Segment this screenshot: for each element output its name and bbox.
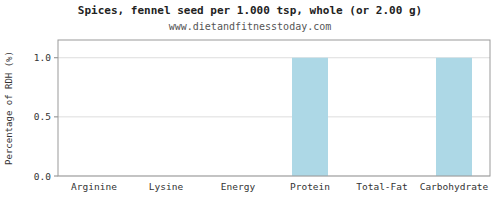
x-tick-label: Lysine (149, 181, 184, 192)
bars (292, 58, 472, 176)
y-axis: 0.0 0.5 1.0 (34, 52, 58, 181)
y-tick (54, 116, 58, 117)
x-axis: Arginine Lysine Energy Protein Total-Fat Carb… (71, 181, 488, 192)
y-tick-label: 0.5 (34, 111, 51, 122)
y-tick-label: 0.0 (34, 171, 51, 182)
y-axis-label: Percentage of RDH (%) (4, 51, 14, 165)
x-tick-label: Energy (221, 181, 256, 192)
grid-line (58, 57, 490, 58)
x-tick-label: Total-Fat (356, 181, 407, 192)
y-tick (54, 57, 58, 58)
grid-line (58, 116, 490, 117)
bar (292, 58, 328, 176)
x-tick-label: Protein (290, 181, 330, 192)
x-tick-label: Carbohydrate (420, 181, 489, 192)
x-tick-label: Arginine (71, 181, 117, 192)
y-tick-label: 1.0 (34, 52, 51, 63)
plot-frame (58, 40, 490, 176)
subtitle: www.dietandfitnesstoday.com (169, 21, 332, 32)
bar (436, 58, 472, 176)
chart-container: Spices, fennel seed per 1.000 tsp, whole… (0, 0, 500, 200)
grid (58, 58, 490, 176)
y-tick (54, 176, 58, 177)
title: Spices, fennel seed per 1.000 tsp, whole… (78, 4, 422, 17)
chart: Spices, fennel seed per 1.000 tsp, whole… (0, 0, 500, 200)
